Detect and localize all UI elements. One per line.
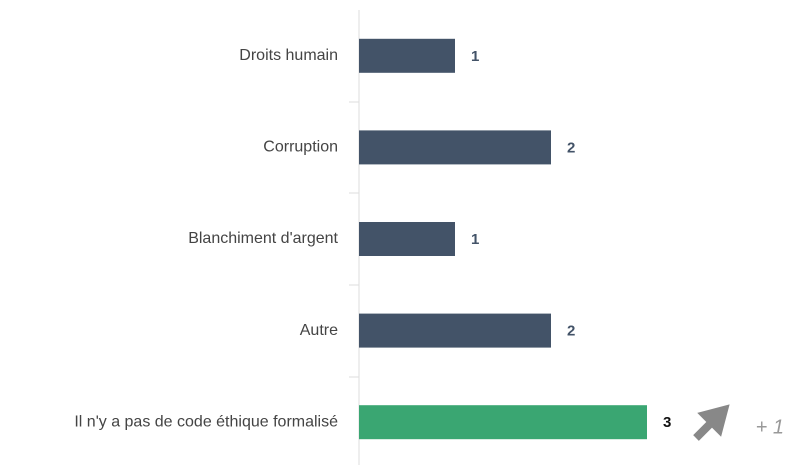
value-label: 2 (567, 139, 575, 156)
value-label: 2 (567, 323, 575, 340)
bar (359, 38, 455, 73)
category-label: Autre (300, 322, 338, 339)
bar (359, 405, 647, 440)
bar (359, 222, 455, 256)
category-separators (349, 101, 359, 378)
trend-arrow (693, 404, 730, 441)
value-label: 3 (663, 414, 671, 431)
category-label: Droits humain (239, 47, 338, 64)
value-label: 1 (471, 48, 479, 65)
category-label: Il n'y a pas de code éthique formalisé (74, 413, 338, 430)
value-label: 1 (471, 231, 479, 248)
category-label: Corruption (263, 139, 338, 156)
bar (359, 313, 551, 348)
annotation: + 1 (756, 416, 784, 438)
category-label: Blanchiment d'argent (188, 230, 338, 247)
bar (359, 130, 551, 165)
